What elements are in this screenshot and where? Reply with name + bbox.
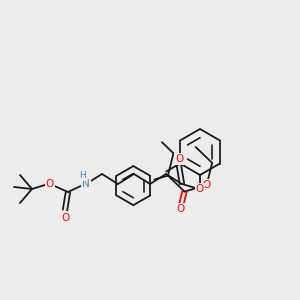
Text: N: N xyxy=(82,179,90,189)
Text: H: H xyxy=(80,172,86,181)
Text: O: O xyxy=(175,154,183,164)
Text: O: O xyxy=(196,184,204,194)
Text: O: O xyxy=(46,179,54,189)
Text: O: O xyxy=(61,213,69,223)
Text: O: O xyxy=(176,204,184,214)
Text: O: O xyxy=(202,180,211,190)
